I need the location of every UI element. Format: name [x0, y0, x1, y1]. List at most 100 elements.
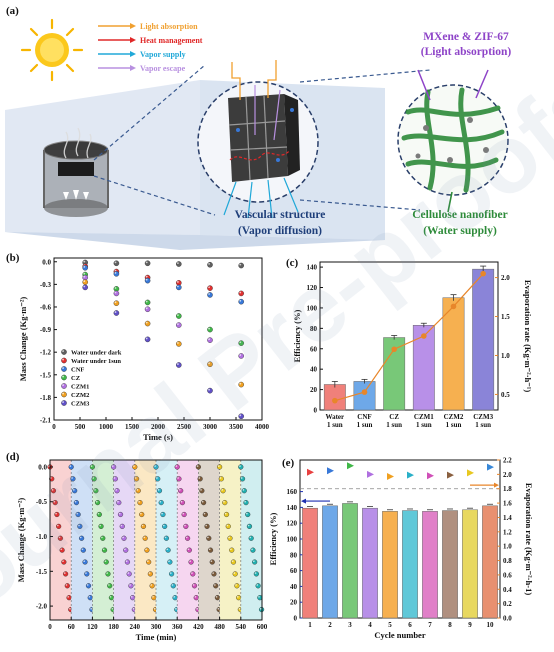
data-point: [149, 583, 155, 589]
bar: [323, 384, 346, 411]
data-point: [85, 583, 92, 589]
rate-marker: [427, 472, 434, 480]
data-point: [146, 559, 152, 565]
data-point: [82, 264, 88, 271]
data-point: [130, 595, 136, 601]
data-point: [238, 262, 244, 269]
legend-label: Water under 1sun: [71, 358, 121, 365]
svg-text:Vapor escape: Vapor escape: [140, 64, 186, 73]
panel-label-a: (a): [6, 5, 19, 17]
x-tick-label: 240: [130, 623, 141, 631]
y2-tick-label: 2.0: [503, 471, 512, 479]
x-tick-label: 2000: [151, 423, 166, 431]
legend-heat-management: Heat management: [98, 36, 203, 45]
y2-tick-label: 1.2: [503, 528, 512, 536]
cellulose-label: Cellulose nanofiber: [412, 209, 508, 221]
bar: [462, 509, 478, 619]
legend-vapor-supply: Vapor supply: [98, 50, 186, 59]
panel-label-d: (d): [6, 451, 20, 463]
data-point: [160, 511, 166, 518]
data-point: [82, 284, 88, 291]
data-point: [121, 535, 127, 541]
data-point: [142, 535, 148, 541]
data-point: [209, 559, 215, 565]
category-label: 3: [348, 621, 352, 629]
x-tick-label: 180: [108, 623, 119, 631]
data-point: [202, 511, 208, 518]
category-label: 8: [448, 621, 452, 629]
data-point: [211, 571, 217, 577]
rate-marker: [367, 470, 374, 478]
x-tick-label: 600: [257, 623, 268, 631]
bar: [322, 505, 338, 619]
x-tick-label: 500: [75, 423, 86, 431]
data-point: [84, 571, 90, 577]
y2-tick-label: 0.4: [503, 586, 512, 594]
panel-a-schematic: (a) Light absorption Heat management: [0, 0, 554, 250]
rate-point: [450, 303, 457, 310]
data-point: [128, 583, 134, 589]
legend-label: CZM2: [71, 392, 89, 399]
legend-marker: [61, 349, 67, 355]
y-tick-label: 20: [310, 386, 318, 394]
data-point: [238, 290, 244, 297]
vascular-label: Vascular structure: [235, 209, 326, 221]
bar: [342, 503, 358, 619]
data-point: [87, 595, 93, 601]
data-point: [181, 511, 187, 518]
category-label: CZM3: [473, 413, 493, 421]
rate-marker: [307, 468, 314, 476]
legend-marker: [61, 400, 67, 406]
data-point: [103, 559, 109, 565]
data-point: [126, 571, 132, 577]
data-point: [230, 559, 237, 565]
data-point: [175, 322, 182, 328]
data-point: [172, 595, 178, 601]
data-point: [113, 310, 120, 316]
data-point: [107, 583, 113, 589]
data-point: [207, 285, 213, 291]
y-tick-label: -1.8: [40, 394, 52, 402]
rate-point: [421, 333, 427, 339]
data-point: [113, 260, 120, 267]
category-label: 9: [468, 621, 472, 629]
panel-label-b: (b): [6, 252, 20, 264]
y-tick-label: 60: [310, 345, 318, 353]
data-point: [222, 500, 228, 506]
x-tick-label: 420: [193, 623, 204, 631]
category-sublabel: 1 sun: [416, 421, 432, 429]
data-point: [144, 260, 151, 267]
y2-axis-title: Evaporation rate (Kg·m⁻²·h-1): [524, 483, 534, 595]
data-point: [220, 488, 226, 494]
data-point: [178, 488, 184, 494]
category-label: CZ: [389, 413, 399, 421]
category-label: 6: [408, 621, 412, 629]
y-tick-label: 40: [290, 583, 298, 591]
data-point: [144, 306, 151, 313]
legend-marker: [61, 374, 67, 381]
y2-tick-label: 0.5: [501, 391, 510, 399]
data-point: [82, 279, 88, 285]
bar: [442, 510, 458, 619]
data-point: [140, 523, 147, 529]
y-tick-label: 0: [314, 407, 318, 415]
y-tick-label: 120: [307, 284, 318, 292]
y2-tick-label: 0.0: [503, 615, 512, 623]
data-point: [250, 547, 256, 553]
panel-label-e: (e): [282, 457, 295, 469]
y-tick-label: 0: [294, 615, 298, 623]
category-label: 7: [428, 621, 432, 629]
data-point: [229, 547, 235, 553]
y-tick-label: 100: [307, 304, 318, 312]
data-point: [158, 500, 164, 506]
vascular-sublabel: (Vapor diffusion): [238, 225, 322, 237]
legend-marker: [61, 366, 67, 372]
y2-tick-label: 0.2: [503, 600, 512, 608]
chart-b-mass-change: 0 500 1000 1500 2000 2500 3000 3500 4000 0.0 -0.3 -…: [18, 257, 270, 442]
bar: [382, 511, 398, 619]
legend-marker: [61, 383, 67, 389]
data-point: [217, 464, 223, 470]
legend-marker: [61, 357, 67, 364]
rate-point: [332, 397, 338, 404]
